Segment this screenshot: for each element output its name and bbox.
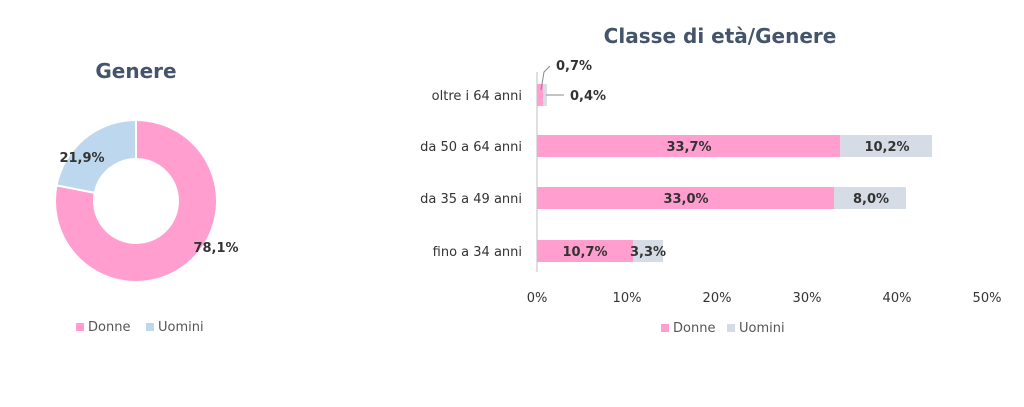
donut-title: Genere bbox=[95, 59, 176, 83]
x-tick-label: 0% bbox=[527, 291, 548, 306]
donut-label-donne: 78,1% bbox=[193, 241, 238, 256]
x-tick-label: 40% bbox=[883, 291, 912, 306]
legend-swatch-donne bbox=[661, 324, 669, 332]
legend-swatch-uomini bbox=[146, 323, 154, 331]
x-tick-label: 50% bbox=[973, 291, 1002, 306]
x-tick-label: 20% bbox=[703, 291, 732, 306]
category-label: da 35 a 49 anni bbox=[420, 192, 522, 207]
legend-label-uomini: Uomini bbox=[739, 321, 785, 336]
bar-value-uomini-oltre64: 0,4% bbox=[570, 89, 606, 104]
bar-legend: Donne Uomini bbox=[661, 321, 785, 336]
category-labels: oltre i 64 anni da 50 a 64 anni da 35 a … bbox=[420, 89, 522, 260]
bar-chart: Classe di età/Genere oltre i 64 anni da … bbox=[420, 24, 1001, 336]
bar-value-uomini-35-49: 8,0% bbox=[853, 192, 889, 207]
bar-uomini bbox=[633, 240, 663, 262]
bar-value-donne-oltre64: 0,7% bbox=[556, 59, 592, 74]
bar-value-donne-fino34: 10,7% bbox=[562, 245, 607, 260]
legend-swatch-donne bbox=[76, 323, 84, 331]
bar-donne bbox=[537, 187, 834, 209]
bar-title: Classe di età/Genere bbox=[604, 24, 837, 48]
category-label: da 50 a 64 anni bbox=[420, 140, 522, 155]
bar-uomini bbox=[543, 84, 547, 106]
x-axis-ticks: 0% 10% 20% 30% 40% 50% bbox=[527, 291, 1002, 306]
bars bbox=[537, 84, 933, 262]
legend-label-uomini: Uomini bbox=[158, 320, 204, 335]
x-tick-label: 10% bbox=[613, 291, 642, 306]
donut-slices bbox=[54, 118, 218, 283]
legend-label-donne: Donne bbox=[88, 320, 130, 335]
legend-swatch-uomini bbox=[727, 324, 735, 332]
bar-value-uomini-fino34: 3,3% bbox=[630, 245, 666, 260]
donut-label-uomini: 21,9% bbox=[59, 151, 104, 166]
bar-donne bbox=[537, 135, 841, 157]
category-label: oltre i 64 anni bbox=[432, 89, 522, 104]
donut-slice-uomini bbox=[55, 118, 137, 195]
bar-donne bbox=[537, 84, 544, 106]
donut-legend: Donne Uomini bbox=[76, 320, 204, 335]
legend-label-donne: Donne bbox=[673, 321, 715, 336]
donut-chart: Genere 78,1% 21,9% Donne Uomini bbox=[54, 59, 239, 335]
bar-value-donne-35-49: 33,0% bbox=[663, 192, 708, 207]
bar-uomini bbox=[840, 135, 933, 157]
bar-uomini bbox=[834, 187, 906, 209]
bar-donne bbox=[537, 240, 634, 262]
callout-line-donne bbox=[540, 65, 551, 91]
bar-value-uomini-50-64: 10,2% bbox=[864, 140, 909, 155]
bar-value-donne-50-64: 33,7% bbox=[666, 140, 711, 155]
x-tick-label: 30% bbox=[793, 291, 822, 306]
donut-slice-donne bbox=[54, 118, 218, 283]
category-label: fino a 34 anni bbox=[433, 245, 522, 260]
